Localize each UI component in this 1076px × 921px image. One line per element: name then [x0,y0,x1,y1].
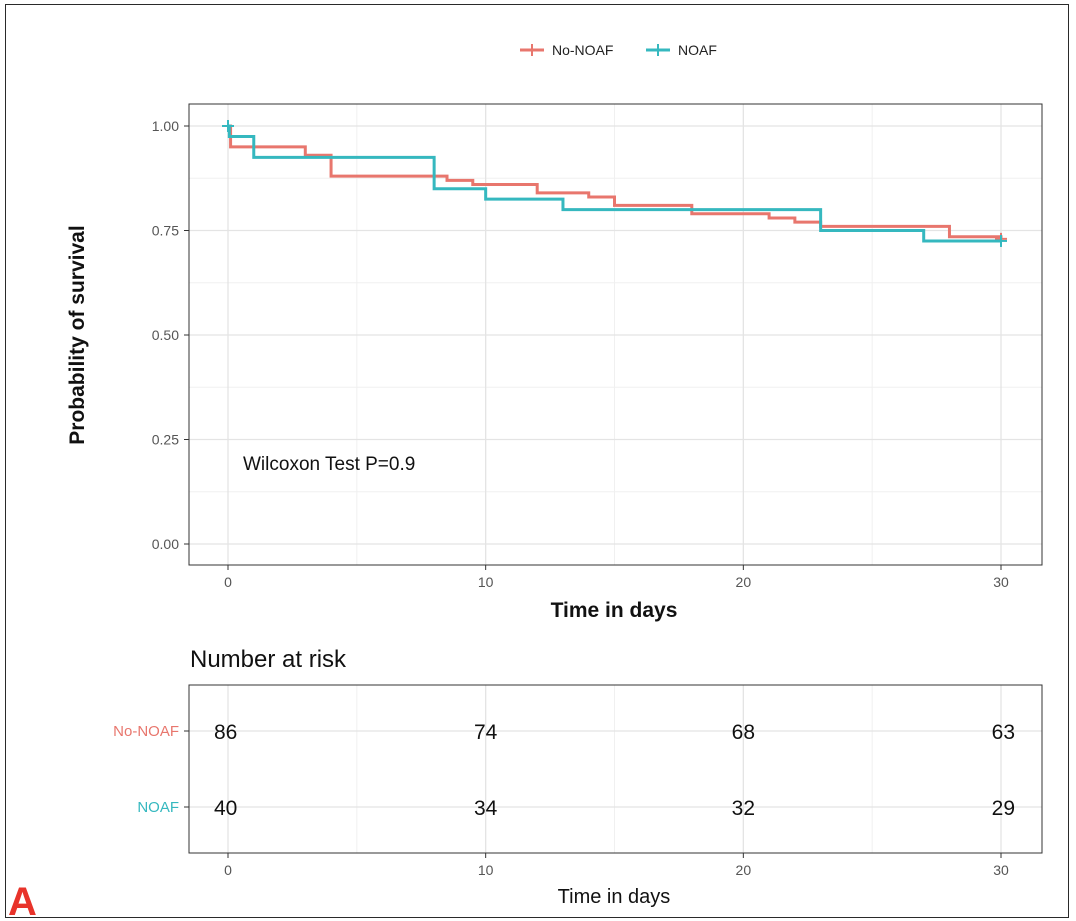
risk-cell: 63 [992,721,1015,744]
risk-x-tick-label: 0 [224,862,232,878]
risk-cell: 68 [732,721,755,744]
legend-item-noaf: NOAF [646,42,717,58]
km-plot: 0.00 0.25 0.50 0.75 1.00 0 10 20 30 Wilcoxon Te… [66,103,1043,622]
y-tick-label: 0.00 [152,536,179,552]
y-tick-label: 0.75 [152,223,179,239]
x-tick-label: 10 [478,574,494,590]
x-tick-label: 0 [224,574,232,590]
risk-x-tick-label: 30 [993,862,1009,878]
legend-item-no-noaf: No-NOAF [520,42,613,58]
panel-label: A [8,880,37,921]
risk-strata-label: No-NOAF [113,723,179,740]
risk-x-tick-label: 20 [736,862,752,878]
risk-table-cells: 86 74 68 63 40 34 32 29 [214,721,1015,820]
risk-cell: 74 [474,721,498,744]
risk-table-x-ticks: 0 10 20 30 [224,853,1009,878]
risk-table-x-axis-title: Time in days [558,886,671,908]
x-tick-label: 20 [736,574,752,590]
risk-cell: 34 [474,797,498,820]
risk-table-panel [188,684,1043,854]
y-tick-label: 1.00 [152,118,179,134]
risk-strata-label: NOAF [137,799,179,816]
risk-table-grid [189,685,1042,853]
legend-label-noaf: NOAF [678,42,717,58]
y-axis-title: Probability of survival [66,225,89,444]
risk-cell: 86 [214,721,237,744]
legend: No-NOAF NOAF [520,42,717,58]
y-axis-ticks: 0.00 0.25 0.50 0.75 1.00 [152,118,189,552]
risk-cell: 32 [732,797,755,820]
x-tick-label: 30 [993,574,1009,590]
figure-frame [5,4,1069,918]
risk-cell: 29 [992,797,1015,820]
legend-label-no-noaf: No-NOAF [552,42,613,58]
y-tick-label: 0.50 [152,327,179,343]
risk-table-strata: No-NOAF NOAF [113,723,189,816]
x-axis-title: Time in days [551,599,678,622]
wilcoxon-annotation: Wilcoxon Test P=0.9 [243,454,415,475]
survival-curve-noaf [227,124,1001,243]
risk-table-title: Number at risk [190,646,347,673]
survival-curves [222,120,1007,247]
y-tick-label: 0.25 [152,432,179,448]
x-axis-ticks: 0 10 20 30 [224,565,1009,590]
risk-x-tick-label: 10 [478,862,494,878]
risk-cell: 40 [214,797,237,820]
